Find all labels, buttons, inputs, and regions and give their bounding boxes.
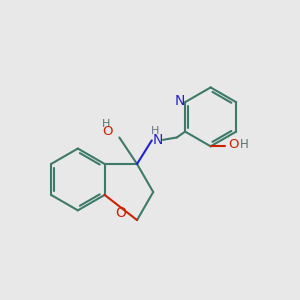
- Text: N: N: [153, 133, 164, 147]
- Text: O: O: [102, 125, 113, 138]
- Text: O: O: [116, 206, 126, 220]
- Text: H: H: [102, 118, 110, 129]
- Text: H: H: [240, 138, 249, 151]
- Text: N: N: [175, 94, 185, 108]
- Text: H: H: [151, 126, 160, 136]
- Text: O: O: [228, 138, 238, 151]
